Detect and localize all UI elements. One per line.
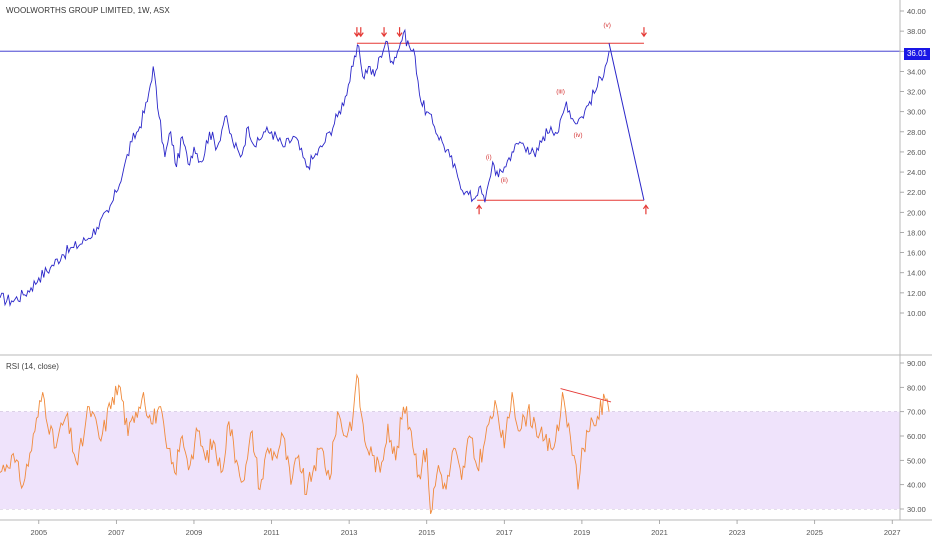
down-arrow-icon (381, 27, 388, 38)
price-tick-label: 24.00 (907, 168, 926, 177)
wave-label: (i) (486, 154, 492, 161)
rsi-line (0, 373, 610, 515)
rsi-tick-label: 50.00 (907, 456, 926, 465)
rsi-band (0, 411, 900, 509)
price-tick-label: 10.00 (907, 309, 926, 318)
wave-label: (iv) (574, 132, 583, 139)
arrow-head (381, 32, 388, 38)
price-tick-label: 34.00 (907, 67, 926, 76)
price-tick-label: 12.00 (907, 289, 926, 298)
price-tick-label: 26.00 (907, 148, 926, 157)
rsi-tick-label: 80.00 (907, 383, 926, 392)
time-tick-label: 2019 (574, 528, 591, 537)
annotations: (i) (ii) (iii) (iv) (v) (353, 22, 649, 215)
time-tick-label: 2017 (496, 528, 513, 537)
price-tick-label: 18.00 (907, 228, 926, 237)
time-tick-label: 2023 (729, 528, 746, 537)
projection-line (608, 43, 645, 201)
time-tick-label: 2005 (30, 528, 47, 537)
wave-label: (iii) (556, 89, 565, 96)
arrow-head (353, 32, 360, 38)
price-series (0, 28, 645, 307)
rsi-tick-label: 70.00 (907, 408, 926, 417)
time-tick-label: 2011 (263, 528, 279, 537)
price-tick-label: 40.00 (907, 7, 926, 16)
price-tick-label: 22.00 (907, 188, 926, 197)
up-arrow-icon (476, 204, 483, 215)
rsi-series (0, 373, 612, 515)
time-tick-label: 2007 (108, 528, 125, 537)
chart-title: WOOLWORTHS GROUP LIMITED, 1W, ASX (6, 6, 170, 15)
wave-label: (ii) (501, 177, 508, 184)
arrow-head (640, 32, 647, 38)
price-tick-label: 38.00 (907, 27, 926, 36)
price-tick-label: 14.00 (907, 269, 926, 278)
down-arrow-icon (396, 27, 403, 38)
rsi-divergence-line (560, 388, 612, 403)
price-tick-label: 30.00 (907, 108, 926, 117)
time-tick-label: 2009 (186, 528, 203, 537)
time-tick-label: 2013 (341, 528, 358, 537)
price-tick-label: 20.00 (907, 208, 926, 217)
rsi-tick-label: 60.00 (907, 432, 926, 441)
down-arrow-icon (640, 27, 647, 38)
down-arrow-icon (353, 27, 360, 38)
arrow-head (476, 204, 483, 210)
price-tick-label: 16.00 (907, 249, 926, 258)
price-tick-label: 32.00 (907, 88, 926, 97)
rsi-tick-label: 40.00 (907, 481, 926, 490)
price-line (0, 28, 610, 307)
last-price-tag[interactable]: 36.01 (904, 48, 930, 60)
rsi-tick-label: 30.00 (907, 505, 926, 514)
price-tick-label: 28.00 (907, 128, 926, 137)
wave-label: (v) (603, 22, 611, 29)
time-tick-label: 2015 (418, 528, 435, 537)
rsi-title: RSI (14, close) (6, 362, 59, 371)
arrow-head (396, 32, 403, 38)
time-tick-label: 2021 (651, 528, 668, 537)
time-tick-label: 2025 (806, 528, 823, 537)
arrow-head (642, 204, 649, 210)
rsi-tick-label: 90.00 (907, 359, 926, 368)
time-tick-label: 2027 (884, 528, 901, 537)
up-arrow-icon (642, 204, 649, 215)
